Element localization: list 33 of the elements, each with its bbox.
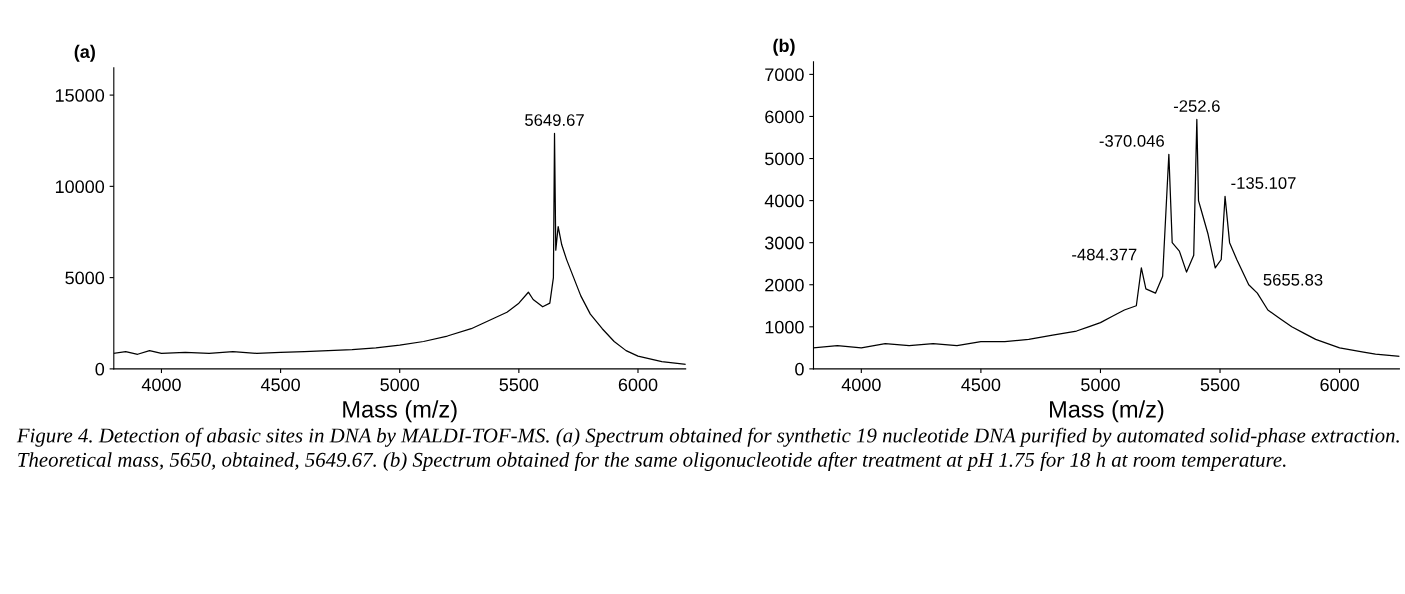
y-tick-label: 15000 [55,89,105,102]
annotation: 5649.67 [525,114,584,126]
x-tick-label: 4500 [260,378,300,392]
y-tick-label: 5000 [765,152,804,166]
x-tick-label: 6000 [1320,378,1359,392]
y-tick-label: 6000 [765,110,804,124]
y-tick-label: 0 [795,362,804,376]
x-tick-label: 4000 [141,378,181,392]
annotation: -370.046 [1099,135,1164,147]
x-tick-label: 4500 [961,378,1001,392]
y-tick-label: 3000 [764,236,804,250]
x-tick-label: 5500 [1200,378,1240,392]
x-tick-label: 5000 [380,378,420,392]
x-tick-label: 6000 [618,378,658,392]
chart-title: (b) [773,38,795,56]
x-tick-label: 5000 [1081,378,1120,392]
annotation: -135.107 [1231,177,1296,189]
y-tick-label: 1000 [765,320,804,334]
caption: Figure 4. Detection of abasic sites in DNA by MALDI-TOF-MS. (a) Spectrum obtained for synthetic 19 nucleotide DNA purified by automated solid-phase extraction. Theoretical mass, 5650, obtained, 5649.67. (b) Spectrum obtained for the same oligonucleotide after treatment at pH 1.75 for 18 h at room temperature. [16,427,1399,472]
annotation: -252.6 [1173,100,1220,112]
x-tick-label: 4000 [841,378,881,392]
y-tick-label: 5000 [65,271,105,285]
x-axis-title: Mass (m/z) [1050,400,1164,423]
y-tick-label: 0 [95,362,105,376]
y-tick-label: 10000 [55,180,105,194]
y-tick-label: 2000 [765,278,804,292]
x-axis-title: Mass (m/z) [343,400,457,423]
y-tick-label: 4000 [764,194,804,208]
annotation: 5655.83 [1263,273,1323,286]
annotation: -484.377 [1072,248,1137,261]
y-tick-label: 7000 [765,68,804,82]
chart-title: (a) [74,44,95,62]
x-tick-label: 5500 [499,378,539,392]
